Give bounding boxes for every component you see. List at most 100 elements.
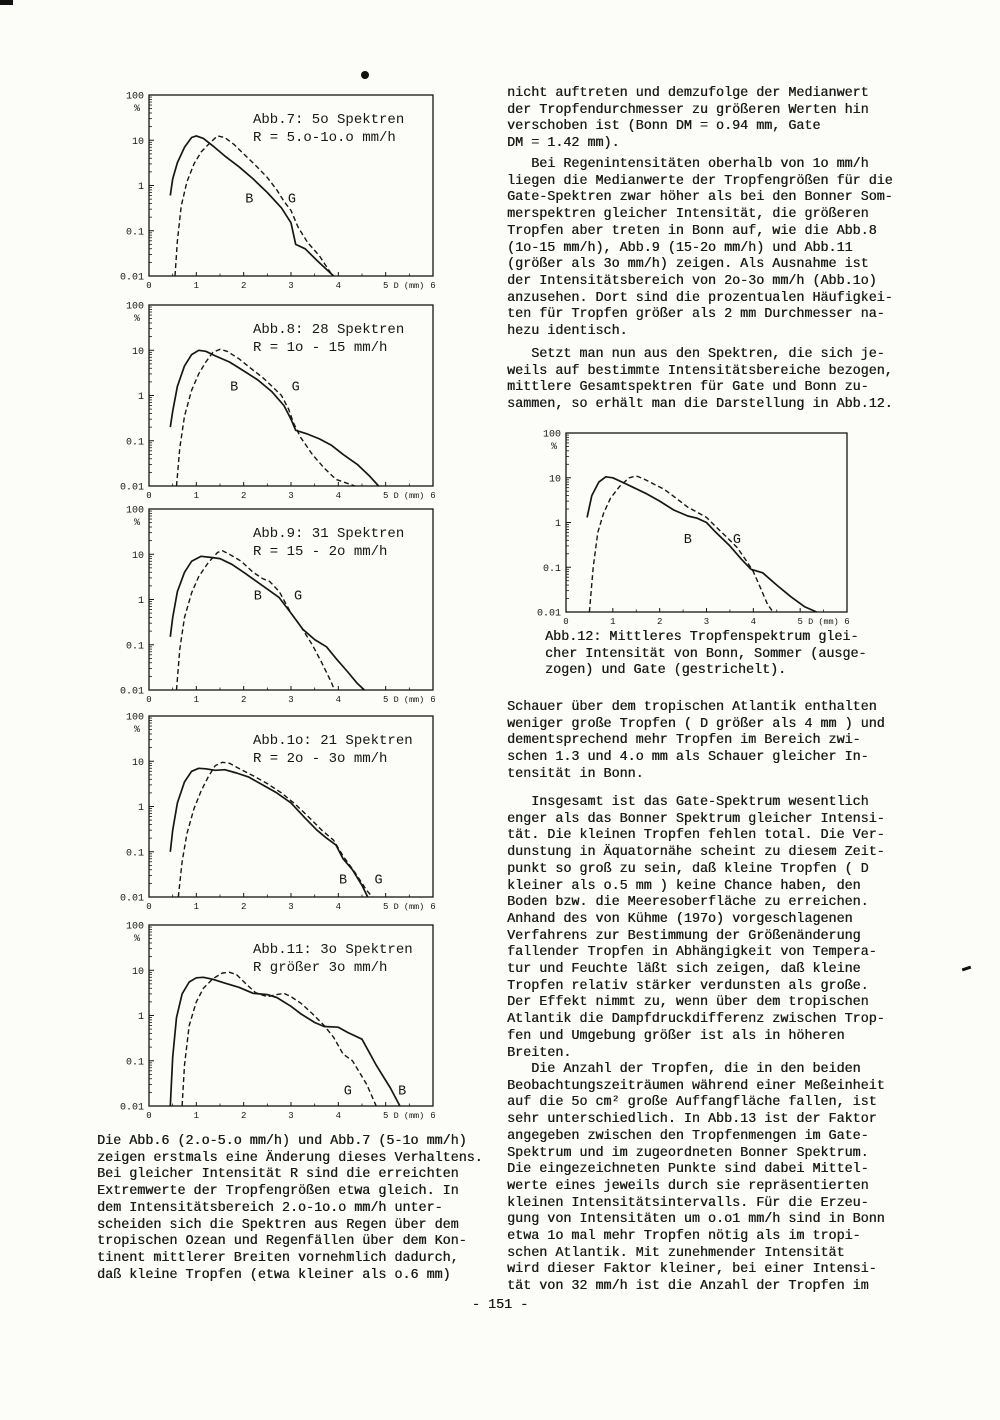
svg-text:G: G <box>288 193 296 208</box>
svg-text:100: 100 <box>126 302 144 313</box>
svg-text:1: 1 <box>194 695 199 705</box>
right-paragraph-1: nicht auftreten und demzufolge der Media… <box>507 86 869 152</box>
svg-text:4: 4 <box>336 902 341 912</box>
svg-text:D (mm): D (mm) <box>394 902 425 912</box>
svg-text:1: 1 <box>138 596 144 607</box>
svg-text:0.1: 0.1 <box>126 227 144 238</box>
svg-text:5: 5 <box>383 1111 388 1121</box>
figure-abb8-chart: 100% 10 1 0.1 0.010 1 2 3 4 5 D (mm) 6 B G Abb.8: 28 S… <box>120 302 436 502</box>
svg-text:10: 10 <box>132 967 144 978</box>
svg-text:Abb.8: 28 Spektren: Abb.8: 28 Spektren <box>253 322 404 338</box>
svg-text:1: 1 <box>610 617 615 627</box>
svg-text:0.01: 0.01 <box>120 687 144 698</box>
svg-text:10: 10 <box>132 137 144 148</box>
figure-abb9-chart: 100% 10 1 0.1 0.010 1 2 3 4 5 D (mm) 6 B G Abb.9: 31 S… <box>120 506 436 706</box>
svg-text:1: 1 <box>138 392 144 403</box>
svg-text:R = 2o - 3o mm/h: R = 2o - 3o mm/h <box>253 751 387 767</box>
svg-text:1: 1 <box>138 1012 144 1023</box>
svg-text:3: 3 <box>288 1111 293 1121</box>
svg-text:D (mm): D (mm) <box>394 281 425 291</box>
svg-text:B: B <box>230 380 238 395</box>
svg-text:100: 100 <box>126 713 144 724</box>
figure-abb11-chart: 100% 10 1 0.1 0.010 1 2 3 4 5 D (mm) 6 G B Abb.11: 3o … <box>120 922 436 1122</box>
scan-artifact-dot <box>361 71 369 79</box>
svg-text:6: 6 <box>430 1111 435 1121</box>
svg-text:1: 1 <box>138 182 144 193</box>
svg-text:D (mm): D (mm) <box>394 1111 425 1121</box>
svg-text:G: G <box>294 590 302 605</box>
svg-text:6: 6 <box>430 695 435 705</box>
svg-text:4: 4 <box>336 695 341 705</box>
svg-text:4: 4 <box>336 281 341 291</box>
svg-text:100: 100 <box>126 922 144 933</box>
right-paragraph-4: Schauer über dem tropischen Atlantik ent… <box>507 700 885 782</box>
figure-abb7-chart: 100% 10 1 0.1 0.010 1 2 3 4 5 D (mm) 6 B G Abb.7: 5o S… <box>120 92 436 292</box>
right-paragraph-3: Setzt man nun aus den Spektren, die sich… <box>507 347 893 413</box>
svg-text:3: 3 <box>288 902 293 912</box>
svg-text:0: 0 <box>146 281 151 291</box>
svg-text:%: % <box>551 442 557 453</box>
svg-text:5: 5 <box>797 617 802 627</box>
svg-text:3: 3 <box>288 695 293 705</box>
svg-text:100: 100 <box>543 430 561 441</box>
svg-text:5: 5 <box>383 695 388 705</box>
svg-text:2: 2 <box>657 617 662 627</box>
svg-text:D (mm): D (mm) <box>394 695 425 705</box>
svg-text:R = 5.o-1o.o mm/h: R = 5.o-1o.o mm/h <box>253 130 396 146</box>
right-paragraph-5: Insgesamt ist das Gate-Spektrum wesentli… <box>507 795 885 1061</box>
figure-abb10-chart: 100% 10 1 0.1 0.010 1 2 3 4 5 D (mm) 6 B G Abb.1o: 21 … <box>120 713 436 913</box>
right-paragraph-6: Die Anzahl der Tropfen, die in den beide… <box>507 1062 885 1295</box>
svg-text:0.1: 0.1 <box>126 848 144 859</box>
svg-text:3: 3 <box>288 491 293 501</box>
svg-text:3: 3 <box>288 281 293 291</box>
svg-text:B: B <box>245 193 253 208</box>
svg-text:2: 2 <box>241 1111 246 1121</box>
svg-text:B: B <box>398 1084 406 1099</box>
svg-text:Abb.1o: 21 Spektren: Abb.1o: 21 Spektren <box>253 733 413 749</box>
svg-text:6: 6 <box>430 281 435 291</box>
svg-text:2: 2 <box>241 491 246 501</box>
svg-text:G: G <box>733 533 741 548</box>
svg-text:6: 6 <box>844 617 849 627</box>
svg-text:R = 15 - 2o mm/h: R = 15 - 2o mm/h <box>253 544 387 560</box>
svg-text:0: 0 <box>563 617 568 627</box>
svg-text:100: 100 <box>126 506 144 517</box>
svg-text:10: 10 <box>549 474 561 485</box>
svg-text:1: 1 <box>555 519 561 530</box>
svg-text:B: B <box>254 590 262 605</box>
svg-text:0.1: 0.1 <box>126 437 144 448</box>
svg-text:0.1: 0.1 <box>543 564 561 575</box>
svg-text:1: 1 <box>194 491 199 501</box>
svg-text:R größer 3o mm/h: R größer 3o mm/h <box>253 960 387 976</box>
svg-text:0.01: 0.01 <box>120 273 144 284</box>
svg-text:0: 0 <box>146 902 151 912</box>
svg-text:D (mm): D (mm) <box>808 617 839 627</box>
svg-text:G: G <box>344 1084 352 1099</box>
svg-text:%: % <box>134 934 140 945</box>
svg-text:2: 2 <box>241 902 246 912</box>
svg-text:D (mm): D (mm) <box>394 491 425 501</box>
scan-artifact <box>961 965 972 972</box>
svg-text:3: 3 <box>704 617 709 627</box>
svg-text:0.01: 0.01 <box>537 609 561 620</box>
svg-text:0: 0 <box>146 1111 151 1121</box>
svg-text:G: G <box>292 380 300 395</box>
svg-text:Abb.7: 5o Spektren: Abb.7: 5o Spektren <box>253 112 404 128</box>
svg-text:G: G <box>375 873 383 888</box>
svg-text:5: 5 <box>383 281 388 291</box>
figure-abb12-chart: 100% 10 1 0.1 0.010 1 2 3 4 5 D (mm) 6 B G <box>537 430 850 628</box>
left-bottom-paragraph: Die Abb.6 (2.o-5.o mm/h) und Abb.7 (5-1o… <box>97 1134 483 1283</box>
svg-text:2: 2 <box>241 695 246 705</box>
svg-text:0.01: 0.01 <box>120 1103 144 1114</box>
svg-text:6: 6 <box>430 491 435 501</box>
page-number: - 151 - <box>471 1298 529 1313</box>
svg-text:1: 1 <box>194 1111 199 1121</box>
svg-text:Abb.11: 3o Spektren: Abb.11: 3o Spektren <box>253 942 413 958</box>
scan-artifact <box>0 0 13 5</box>
right-paragraph-2: Bei Regenintensitäten oberhalb von 1o mm… <box>507 157 893 340</box>
svg-text:0.01: 0.01 <box>120 483 144 494</box>
svg-text:Abb.9: 31 Spektren: Abb.9: 31 Spektren <box>253 526 404 542</box>
svg-text:0: 0 <box>146 695 151 705</box>
figure-abb12-caption: Abb.12: Mittleres Tropfenspektrum glei- … <box>545 630 867 679</box>
